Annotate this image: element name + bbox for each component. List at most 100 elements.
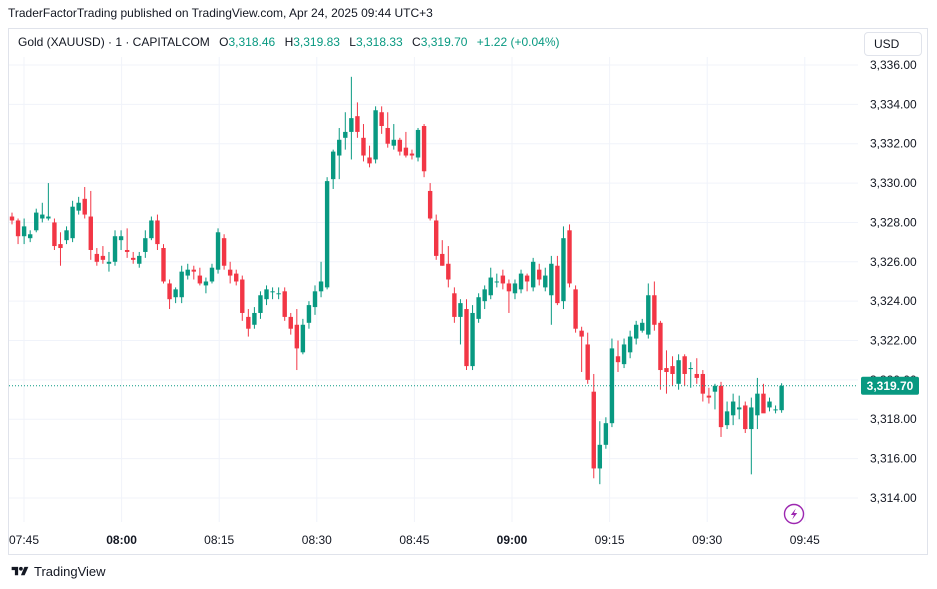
price-tick-label: 3,326.00 (870, 255, 917, 269)
candle (724, 401, 730, 430)
candle (21, 218, 27, 245)
candle (512, 279, 518, 300)
close-label: C (412, 35, 421, 49)
candle-body (52, 222, 57, 247)
candle (415, 127, 421, 162)
candle-body (561, 238, 566, 302)
candle (506, 279, 512, 313)
candle-body (464, 309, 469, 367)
candle-body (482, 289, 487, 302)
candle (58, 232, 63, 266)
candle-body (76, 202, 81, 211)
candle-body (300, 324, 306, 353)
price-axis: 3,314.003,316.003,318.003,320.003,322.00… (870, 58, 917, 505)
candle (34, 208, 39, 233)
candle (458, 299, 463, 345)
candle-body (240, 279, 245, 313)
candle (88, 190, 93, 260)
candle-body (409, 153, 415, 156)
candle (191, 265, 196, 280)
candle-body (397, 139, 403, 152)
symbol-title[interactable]: Gold (XAUUSD) · 1 · CAPITALCOM (18, 35, 210, 49)
candle (252, 307, 257, 329)
price-tick-label: 3,328.00 (870, 215, 917, 229)
candle-body (234, 273, 239, 282)
currency-button[interactable]: USD (864, 32, 922, 56)
candle-body (173, 289, 178, 298)
candle (682, 354, 687, 386)
candle-body (264, 289, 269, 300)
candle (70, 200, 75, 243)
candle-body (106, 261, 112, 264)
candle (718, 381, 724, 437)
candle-body (755, 393, 760, 416)
high-label: H (284, 35, 294, 49)
candle (82, 187, 87, 219)
candle-body (573, 289, 578, 329)
candle (324, 177, 330, 290)
candle (749, 397, 754, 475)
change-value: +1.22 (+0.04%) (476, 35, 560, 49)
candle-body (209, 267, 215, 282)
candle-body (743, 405, 748, 430)
candle-body (585, 344, 590, 380)
time-tick-label: 09:45 (790, 533, 820, 547)
candle-body (470, 312, 475, 367)
price-tick-label: 3,314.00 (870, 491, 917, 505)
candle-body (446, 263, 451, 280)
candle (573, 285, 578, 333)
candle (470, 305, 475, 371)
price-tick-label: 3,336.00 (870, 58, 917, 72)
low-label: L (349, 35, 356, 49)
candle (361, 124, 366, 162)
candle-body (270, 291, 275, 293)
candle (706, 387, 712, 404)
candle-body (543, 275, 548, 288)
lightning-icon[interactable] (783, 503, 805, 525)
candle-body (615, 356, 621, 363)
candle (367, 145, 372, 168)
high-value: 3,319.83 (293, 35, 340, 49)
candle (627, 330, 633, 359)
candle (288, 312, 293, 335)
candle-body (555, 265, 560, 304)
candle-body (761, 393, 766, 414)
tradingview-brand-text: TradingView (34, 564, 106, 579)
candle-body (524, 275, 530, 282)
candle-body (276, 293, 281, 295)
candle-body (46, 216, 51, 219)
time-tick-label: 09:15 (595, 533, 625, 547)
candle (767, 397, 772, 412)
candle-body (58, 244, 63, 249)
time-tick-label: 09:00 (497, 533, 528, 547)
candle (64, 226, 69, 245)
tradingview-footer[interactable]: TradingView (10, 564, 106, 579)
candle-body (118, 236, 124, 241)
candle-body (324, 181, 330, 288)
candle (124, 228, 130, 258)
candle-body (749, 407, 754, 430)
candle-body (167, 283, 172, 300)
candle (543, 267, 548, 292)
candle-body (718, 385, 724, 428)
candle (452, 287, 457, 323)
candle-body (149, 220, 154, 239)
candle (761, 383, 766, 414)
candle-body (682, 356, 687, 374)
candle (421, 124, 427, 178)
candle (633, 320, 639, 345)
candle-body (221, 238, 227, 266)
candle-body (64, 230, 69, 241)
candle-body (779, 385, 784, 411)
price-tick-label: 3,322.00 (870, 334, 917, 348)
candle (379, 106, 384, 134)
candle-body (609, 348, 615, 424)
candle (537, 263, 542, 286)
candle (373, 106, 378, 164)
candle-body (21, 226, 27, 237)
candle-body (567, 230, 572, 284)
candle-body (421, 126, 427, 172)
candle-body (94, 253, 100, 262)
candle-body (252, 312, 257, 325)
